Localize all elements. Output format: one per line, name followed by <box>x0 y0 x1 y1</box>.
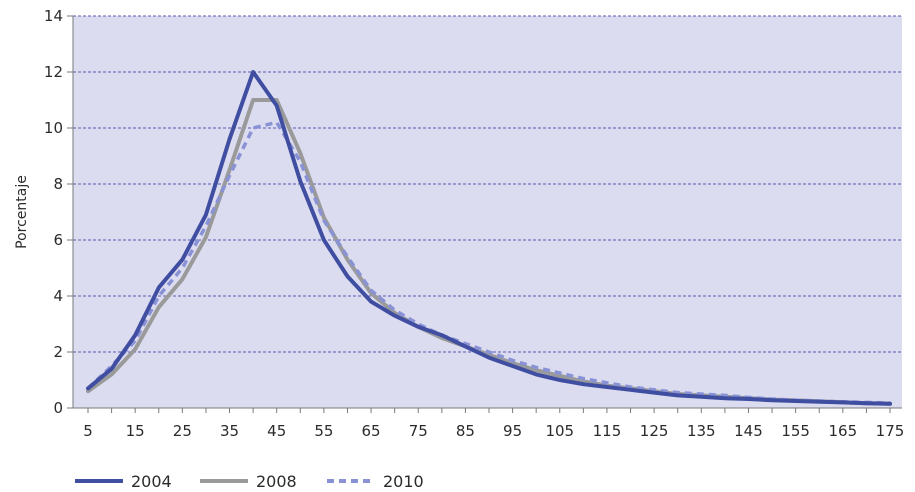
series-line-2004 <box>86 70 892 406</box>
x-tick-label: 65 <box>362 422 381 440</box>
y-tick-label: 14 <box>44 7 63 25</box>
x-tick-label: 5 <box>83 422 93 440</box>
y-axis-label: Porcentaje <box>14 175 30 249</box>
plot-area <box>72 15 902 409</box>
x-tick-label: 115 <box>593 422 622 440</box>
x-axis-ticks: 5 15 25 35 45 55 65 75 85 95 105 115 125 135 145 155 165… <box>83 408 904 440</box>
legend-label-2004: 2004 <box>131 472 172 491</box>
series-layer <box>86 70 892 406</box>
y-tick-label: 8 <box>53 175 63 193</box>
legend-label-2008: 2008 <box>256 472 297 491</box>
y-tick-label: 6 <box>53 231 63 249</box>
y-tick-label: 4 <box>53 287 63 305</box>
y-tick-label: 0 <box>53 399 63 417</box>
y-axis-ticks: 0 2 4 6 8 10 12 14 <box>44 7 73 417</box>
x-tick-label: 75 <box>409 422 428 440</box>
x-tick-label: 145 <box>734 422 763 440</box>
legend-label-2010: 2010 <box>383 472 424 491</box>
x-tick-label: 45 <box>267 422 286 440</box>
legend: 2004 2008 2010 <box>75 472 424 491</box>
x-tick-label: 175 <box>876 422 905 440</box>
x-tick-label: 135 <box>687 422 716 440</box>
x-tick-label: 25 <box>173 422 192 440</box>
y-tick-label: 12 <box>44 63 63 81</box>
x-tick-label: 35 <box>220 422 239 440</box>
y-tick-label: 10 <box>44 119 63 137</box>
x-tick-label: 85 <box>456 422 475 440</box>
plot-background <box>73 16 902 408</box>
x-tick-label: 95 <box>503 422 522 440</box>
x-tick-label: 105 <box>545 422 574 440</box>
gridlines <box>73 15 902 353</box>
x-tick-label: 55 <box>314 422 333 440</box>
x-tick-label: 15 <box>126 422 145 440</box>
x-tick-label: 155 <box>781 422 810 440</box>
x-tick-label: 125 <box>640 422 669 440</box>
x-tick-label: 165 <box>829 422 858 440</box>
y-tick-label: 2 <box>53 343 63 361</box>
series-line-2010 <box>86 120 891 405</box>
